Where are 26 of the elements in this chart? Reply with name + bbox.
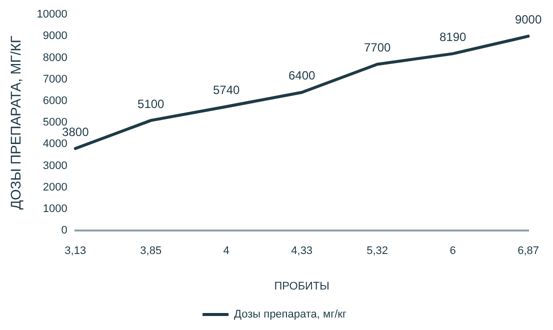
y-tick-label: 10000 bbox=[36, 8, 68, 21]
data-label: 6400 bbox=[288, 68, 316, 83]
x-tick-label: 5,32 bbox=[366, 245, 388, 258]
x-axis-title: ПРОБИТЫ bbox=[274, 280, 330, 292]
y-axis-title: ДОЗЫ ПРЕПАРАТА, МГ/КГ bbox=[7, 35, 24, 210]
y-tick-label: 7000 bbox=[42, 73, 68, 86]
x-tick-label: 6,87 bbox=[518, 245, 540, 258]
x-tick-label: 6 bbox=[450, 245, 456, 258]
y-tick-label: 0 bbox=[61, 224, 68, 237]
data-label: 9000 bbox=[514, 12, 542, 27]
data-label: 8190 bbox=[439, 30, 466, 44]
data-label: 5740 bbox=[213, 82, 240, 97]
legend-label: Дозы препарата, мг/кг bbox=[234, 308, 346, 321]
x-tick-label: 3,13 bbox=[64, 245, 86, 258]
y-tick-label: 4000 bbox=[42, 138, 68, 150]
x-tick-label: 3,85 bbox=[140, 245, 162, 258]
y-tick-label: 2000 bbox=[42, 181, 68, 194]
data-label: 5100 bbox=[138, 96, 165, 111]
y-tick-label: 1000 bbox=[42, 203, 68, 216]
y-tick-label: 3000 bbox=[42, 160, 68, 172]
data-label: 7700 bbox=[364, 40, 391, 55]
y-tick-label: 9000 bbox=[42, 30, 68, 42]
y-tick-label: 8000 bbox=[42, 52, 68, 64]
x-tick-label: 4,33 bbox=[291, 245, 313, 258]
x-tick-label: 4 bbox=[223, 245, 230, 258]
y-tick-label: 6000 bbox=[42, 95, 68, 108]
